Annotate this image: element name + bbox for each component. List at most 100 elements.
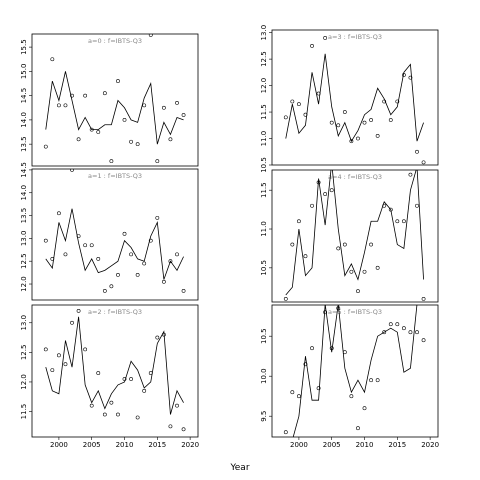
point	[76, 137, 81, 142]
point	[401, 219, 406, 224]
y-tick-label: 11.5	[260, 182, 268, 198]
y-tick-label: 12.0	[20, 374, 28, 390]
plot-area	[283, 36, 426, 165]
point	[96, 371, 101, 375]
x-tick-label: 2020	[181, 441, 199, 449]
point	[181, 427, 186, 432]
point	[102, 91, 107, 96]
point	[303, 254, 308, 259]
y-tick-label: 13.0	[20, 231, 28, 247]
y-tick-label: 14.5	[20, 162, 28, 178]
point	[408, 172, 413, 177]
y-tick-label: 13.5	[20, 136, 28, 152]
fit-line	[45, 208, 184, 280]
point	[76, 309, 81, 313]
point	[283, 430, 288, 435]
point	[349, 394, 354, 399]
point	[356, 289, 360, 294]
point	[382, 330, 387, 335]
point	[155, 215, 160, 220]
point	[43, 238, 48, 243]
point	[96, 257, 101, 261]
y-tick-label: 14.5	[20, 88, 28, 104]
point	[129, 377, 133, 381]
point	[109, 159, 114, 164]
point	[175, 101, 179, 105]
x-tick-label: 2010	[356, 441, 374, 449]
point	[109, 400, 114, 405]
point	[362, 269, 367, 274]
point	[283, 296, 288, 301]
point	[50, 57, 55, 62]
point	[122, 377, 127, 381]
point	[50, 368, 55, 373]
point	[323, 192, 328, 196]
point	[316, 386, 321, 391]
point	[388, 118, 393, 122]
x-tick-label: 2015	[388, 441, 406, 449]
point	[329, 120, 334, 125]
point	[329, 188, 334, 193]
point	[421, 296, 426, 301]
point	[297, 219, 301, 224]
y-tick-label: 11.5	[20, 404, 28, 420]
point	[303, 362, 308, 367]
point	[142, 388, 147, 393]
panel-frame	[31, 33, 199, 167]
point	[290, 99, 295, 104]
point	[70, 93, 74, 98]
y-tick-label: 10.0	[260, 368, 268, 384]
point	[356, 136, 360, 141]
x-axis-label: Year	[229, 463, 249, 473]
panel-frame	[31, 168, 199, 301]
point	[342, 242, 347, 247]
point	[297, 394, 301, 399]
point	[336, 246, 341, 251]
x-tick-label: 2010	[116, 441, 134, 449]
point	[129, 139, 133, 144]
point	[57, 211, 61, 216]
point	[421, 338, 426, 343]
point	[168, 424, 173, 429]
point	[83, 243, 88, 248]
point	[401, 326, 406, 331]
y-tick-label: 12.5	[20, 345, 28, 361]
point	[161, 105, 166, 110]
panel-title: a=1 : f=IBTS-Q3	[88, 172, 142, 180]
point	[408, 75, 413, 80]
y-tick-label: 15.5	[20, 39, 28, 55]
point	[395, 322, 400, 327]
point	[415, 330, 419, 335]
point	[375, 265, 380, 270]
point	[57, 103, 61, 108]
fit-line	[285, 53, 424, 143]
point	[369, 242, 373, 247]
x-tick-label: 2000	[290, 441, 308, 449]
panel-title: a=5 : f=IBTS-Q3	[328, 308, 382, 316]
point	[388, 322, 393, 327]
point	[168, 137, 173, 142]
point	[161, 279, 166, 284]
point	[283, 115, 288, 120]
y-tick-label: 13.5	[20, 208, 28, 224]
point	[323, 36, 328, 40]
plot-area	[43, 34, 186, 164]
point	[96, 130, 101, 134]
y-tick-label: 12.5	[260, 51, 268, 67]
point	[135, 272, 140, 277]
point	[89, 403, 94, 408]
point	[89, 243, 94, 248]
panel-title: a=2 : f=IBTS-Q3	[88, 308, 142, 316]
point	[310, 346, 314, 351]
fit-line	[285, 170, 424, 296]
point	[369, 378, 373, 383]
point	[310, 203, 314, 208]
point	[342, 110, 347, 114]
point	[375, 378, 380, 383]
point	[395, 219, 400, 224]
panel-frame	[31, 304, 199, 438]
point	[116, 412, 120, 417]
point	[83, 93, 88, 98]
point	[323, 310, 328, 315]
